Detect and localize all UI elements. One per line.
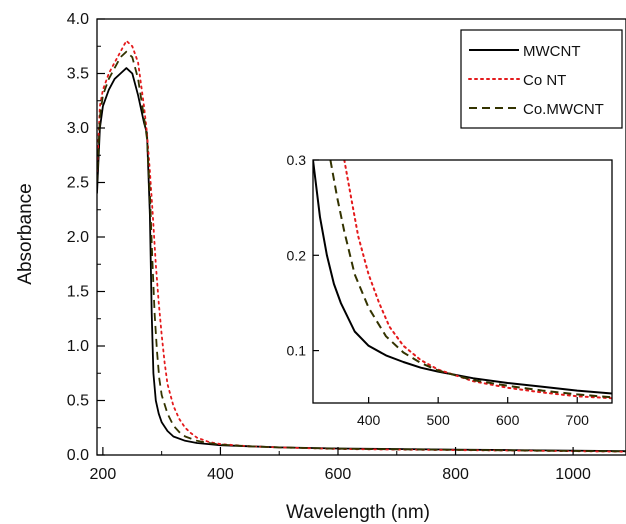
main-y-tick-label: 4.0 bbox=[67, 11, 89, 28]
inset-series-co-mwcnt bbox=[329, 160, 612, 399]
main-y-tick-label: 3.0 bbox=[67, 120, 89, 137]
inset-frame bbox=[312, 159, 613, 404]
inset-plot-area: 400 500 600 700 0.1 0.2 0.3 bbox=[287, 152, 613, 428]
main-x-tick-label: 200 bbox=[90, 466, 117, 483]
inset-x-tick-label: 700 bbox=[566, 412, 590, 428]
main-x-tick-label: 400 bbox=[207, 466, 234, 483]
inset-x-tick-label: 400 bbox=[357, 412, 381, 428]
inset-y-tick-label: 0.3 bbox=[287, 152, 307, 168]
main-y-tick-label: 1.5 bbox=[67, 284, 89, 301]
legend: MWCNT Co NT Co.MWCNT bbox=[460, 29, 623, 129]
legend-label: Co NT bbox=[523, 72, 566, 89]
main-y-tick-label: 2.5 bbox=[67, 175, 89, 192]
inset-series-mwcnt bbox=[313, 160, 612, 395]
main-x-tick-label: 800 bbox=[442, 466, 469, 483]
inset-x-tick-label: 500 bbox=[426, 412, 450, 428]
main-x-tick-label: 600 bbox=[325, 466, 352, 483]
main-plot-area: 200 400 600 800 1000 0.0 0.5 1.0 1.5 2.0 2.5 3.0 3.5… bbox=[67, 11, 626, 483]
inset-y-tick-label: 0.1 bbox=[287, 343, 307, 359]
main-y-tick-label: 0.0 bbox=[67, 447, 89, 464]
y-axis-title: Absorbance bbox=[15, 183, 36, 284]
inset-background bbox=[313, 160, 612, 403]
main-series-co-mwcnt bbox=[97, 50, 626, 453]
main-y-tick-label: 2.0 bbox=[67, 229, 89, 246]
main-y-tick-label: 1.0 bbox=[67, 338, 89, 355]
inset-y-tick-label: 0.2 bbox=[287, 247, 307, 263]
x-axis-title: Wavelength (nm) bbox=[286, 502, 430, 523]
main-y-tick-label: 3.5 bbox=[67, 66, 89, 83]
main-x-tick-label: 1000 bbox=[555, 466, 591, 483]
inset-series-group bbox=[313, 160, 612, 400]
legend-label: Co.MWCNT bbox=[523, 101, 604, 118]
inset-series-co-nt bbox=[343, 160, 612, 400]
inset-x-tick-label: 600 bbox=[496, 412, 520, 428]
main-series-co-nt bbox=[97, 39, 626, 453]
legend-label: MWCNT bbox=[523, 43, 580, 60]
main-y-tick-label: 0.5 bbox=[67, 393, 89, 410]
